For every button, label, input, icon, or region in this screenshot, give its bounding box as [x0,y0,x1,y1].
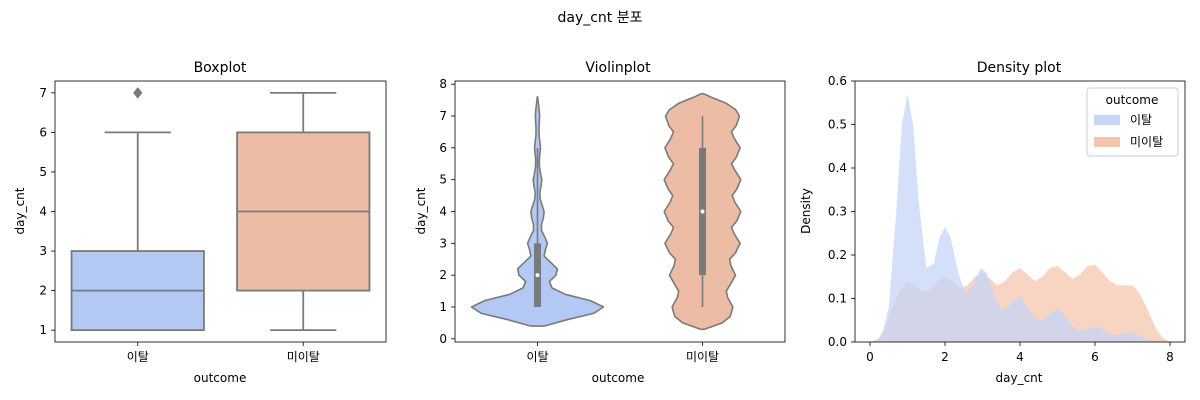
violin-ytick-label: 6 [439,141,447,155]
violin-ytick-label: 3 [439,236,447,250]
violin-panel: Violinplot outcome day_cnt 0 1 2 3 4 5 6 7 8 이탈 미이… [414,60,786,385]
violin-ytick-label: 1 [439,300,447,314]
boxplot-frame [54,80,387,343]
violin-ylabel: day_cnt [414,187,428,234]
box-outlier-point [133,87,143,99]
violin-xtick-label: 미이탈 [686,350,719,364]
density-legend: outcome 이탈 미이탈 [1086,87,1179,157]
boxplot-ylabel: day_cnt [13,187,27,234]
density-ytick-label: 0.1 [828,292,847,306]
density-title: Density plot [977,60,1062,76]
legend-label-churn: 이탈 [1130,113,1152,127]
violin-ytick-label: 4 [439,205,447,219]
boxplot-ytick-label: 6 [39,125,47,139]
density-ytick-label: 0.2 [828,248,847,262]
density-xtick-label: 6 [1091,350,1099,364]
density-area-churn [870,94,1163,342]
density-xtick-label: 2 [941,350,949,364]
violin-title: Violinplot [585,60,651,76]
legend-label-stay: 미이탈 [1130,135,1163,149]
violin-ytick-label: 5 [439,173,447,187]
boxplot-ytick-label: 2 [39,284,47,298]
density-ytick-label: 0.3 [828,205,847,219]
density-ytick-label: 0.5 [828,118,847,132]
violin-median-dot [700,209,705,214]
boxplot-xtick-label: 이탈 [127,350,149,364]
legend-swatch-churn [1094,115,1120,125]
legend-swatch-stay [1094,137,1120,147]
violin-xtick-label: 이탈 [526,350,548,364]
boxplot-title: Boxplot [194,60,247,76]
figure-suptitle: day_cnt 분포 [557,10,642,26]
violin-ytick-label: 8 [439,77,447,91]
density-xtick-label: 0 [866,350,874,364]
density-panel: Density plot day_cnt Density 0.0 0.1 0.2 0.… [799,60,1186,385]
density-ytick-label: 0.0 [828,335,847,349]
violin-median-dot [535,273,540,278]
boxplot-ytick-label: 4 [39,205,47,219]
boxplot-ytick-label: 1 [39,323,47,337]
density-xtick-label: 4 [1016,350,1024,364]
violin-xlabel: outcome [592,371,645,385]
violin-frame [454,80,786,343]
violin-ytick-label: 0 [439,332,447,346]
violin-ytick-label: 7 [439,109,447,123]
legend-title: outcome [1106,93,1159,107]
boxplot-xtick-label: 미이탈 [287,350,320,364]
density-frame [854,80,1186,343]
boxplot-ytick-label: 5 [39,165,47,179]
density-xtick-label: 8 [1166,350,1174,364]
boxplot-xlabel: outcome [194,371,247,385]
density-ytick-label: 0.4 [828,161,847,175]
violin-ytick-label: 2 [439,268,447,282]
density-ytick-label: 0.6 [828,74,847,88]
boxplot-ytick-label: 7 [39,86,47,100]
boxplot-panel: Boxplot outcome day_cnt 1 2 3 4 5 6 7 이탈 미이탈 [13,60,387,385]
density-ylabel: Density [799,188,813,234]
density-xlabel: day_cnt [996,371,1043,385]
boxplot-ytick-label: 3 [39,244,47,258]
